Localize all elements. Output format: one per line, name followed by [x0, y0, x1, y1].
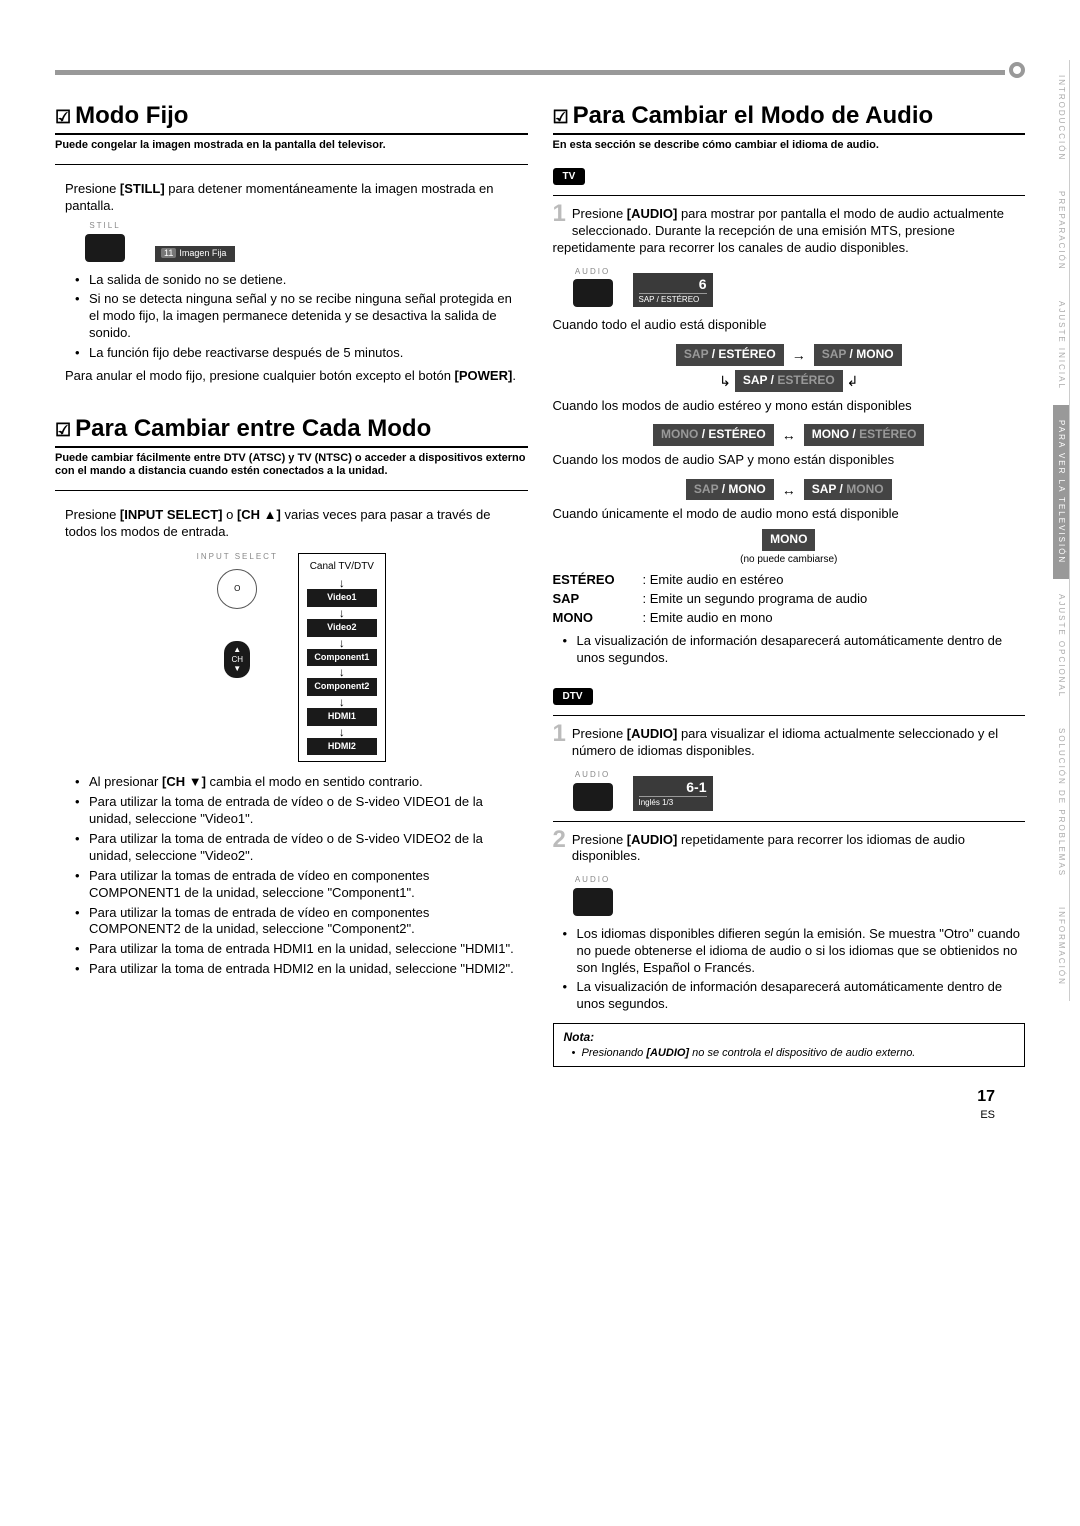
cond-sap-mono: Cuando los modos de audio SAP y mono est… [553, 452, 1026, 469]
subtitle-cambiar-modo: Puede cambiar fácilmente entre DTV (ATSC… [55, 452, 528, 478]
dtv-instruction-2: Presione [AUDIO] repetidamente para reco… [553, 832, 1026, 866]
dtv-instruction-1: Presione [AUDIO] para visualizar el idio… [553, 726, 1026, 760]
right-column: ☑Para Cambiar el Modo de Audio En esta s… [553, 100, 1026, 1067]
step-1-dtv: 1 [553, 722, 566, 746]
cond-all-audio: Cuando todo el audio está disponible [553, 317, 1026, 334]
audio-button-graphic-2: AUDIO [573, 770, 613, 810]
tab-intro: INTRODUCCIÓN [1053, 60, 1070, 176]
still-instruction: Presione [STILL] para detener momentánea… [65, 181, 518, 215]
dtv-bullet-1: Los idiomas disponibles difieren según l… [567, 926, 1026, 977]
tv-label: TV [553, 168, 586, 185]
audio-flow-all: SAP / ESTÉREO → SAP / MONO [553, 344, 1026, 366]
cond-stereo-mono: Cuando los modos de audio estéreo y mono… [553, 398, 1026, 415]
audio-flow-sap-mono: SAP / MONO ↔ SAP / MONO [553, 479, 1026, 501]
osd-imagen-fija: 11Imagen Fija [155, 246, 235, 262]
input-bullets: Al presionar [CH ▼] cambia el modo en se… [65, 774, 518, 978]
tab-ajuste-inicial: AJUSTE INICIAL [1053, 286, 1070, 405]
mono-box: MONO [762, 529, 815, 551]
def-estereo: ESTÉREO: Emite audio en estéreo [553, 572, 1026, 589]
still-cancel: Para anular el modo fijo, presione cualq… [65, 368, 518, 385]
audio-info-bullet: La visualización de información desapare… [567, 633, 1026, 667]
subtitle-modo-fijo: Puede congelar la imagen mostrada en la … [55, 139, 528, 152]
input-select-instruction: Presione [INPUT SELECT] o [CH ▲] varias … [65, 507, 518, 541]
tab-ajuste-opc: AJUSTE OPCIONAL [1053, 579, 1070, 713]
dtv-label: DTV [553, 688, 593, 705]
tab-prep: PREPARACIÓN [1053, 176, 1070, 286]
audio-instruction-tv: Presione [AUDIO] para mostrar por pantal… [553, 206, 1026, 257]
audio-button-graphic-3: AUDIO [573, 875, 613, 915]
audio-flow-stereo-mono: MONO / ESTÉREO ↔ MONO / ESTÉREO [553, 424, 1026, 446]
audio-button-graphic: AUDIO [573, 267, 613, 307]
note-box: Nota: Presionando [AUDIO] no se controla… [553, 1023, 1026, 1067]
tab-ver-tv: PARA VER LA TELEVISIÓN [1053, 405, 1070, 579]
osd-sap-estereo: 6SAP / ESTÉREO [633, 273, 713, 308]
left-column: ☑Modo Fijo Puede congelar la imagen most… [55, 100, 528, 1067]
tab-info: INFORMACIÓN [1053, 892, 1070, 1001]
heading-modo-fijo: ☑Modo Fijo [55, 100, 528, 135]
subtitle-audio-mode: En esta sección se describe cómo cambiar… [553, 139, 1026, 152]
header-rule [55, 60, 1025, 80]
def-mono: MONO: Emite audio en mono [553, 610, 1026, 627]
osd-ingles: 6-1Inglés 1/3 [633, 776, 713, 811]
footer: 17 ES [55, 1087, 1025, 1122]
still-button-graphic: STILL [85, 221, 125, 261]
tab-problemas: SOLUCIÓN DE PROBLEMAS [1053, 713, 1070, 892]
input-flow-diagram: Canal TV/DTV ↓ Video1↓ Video2↓ Component… [298, 553, 386, 762]
step-2-dtv: 2 [553, 828, 566, 852]
remote-ch-button: ▲CH▼ [224, 641, 250, 678]
heading-audio-mode: ☑Para Cambiar el Modo de Audio [553, 100, 1026, 135]
dtv-bullet-2: La visualización de información desapare… [567, 979, 1026, 1013]
step-1-tv: 1 [553, 202, 566, 226]
still-bullets: La salida de sonido no se detiene. Si no… [65, 272, 518, 362]
mono-sub: (no puede cambiarse) [553, 553, 1026, 566]
heading-cambiar-modo: ☑Para Cambiar entre Cada Modo [55, 413, 528, 448]
remote-input-select: INPUT SELECT ▲CH▼ [197, 553, 278, 678]
def-sap: SAP: Emite un segundo programa de audio [553, 591, 1026, 608]
side-tabs: INTRODUCCIÓN PREPARACIÓN AJUSTE INICIAL … [1053, 60, 1070, 1001]
cond-mono-only: Cuando únicamente el modo de audio mono … [553, 506, 1026, 523]
